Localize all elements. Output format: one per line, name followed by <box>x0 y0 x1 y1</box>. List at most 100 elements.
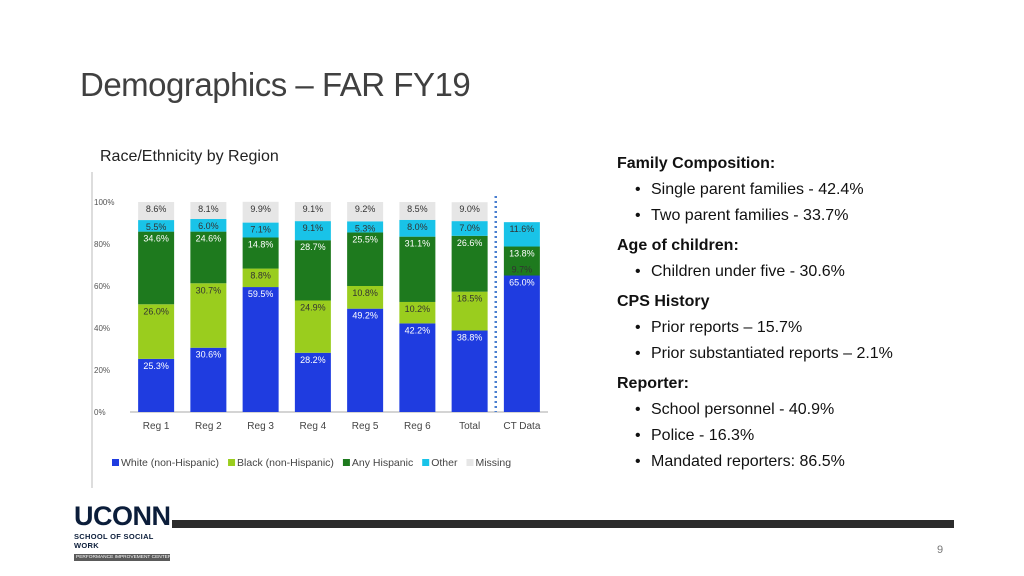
data-label: 28.2% <box>300 355 326 365</box>
x-tick-label: Reg 4 <box>300 421 327 432</box>
bar-segment <box>138 304 175 359</box>
data-label: 9.2% <box>355 204 376 214</box>
list-item: Two parent families - 33.7% <box>635 207 977 225</box>
bar-segment <box>503 222 540 247</box>
data-label: 8.1% <box>198 204 219 214</box>
data-label: 8.8% <box>250 271 271 281</box>
y-tick-label: 40% <box>94 324 110 333</box>
bar-segment <box>294 221 331 241</box>
list-item: Prior substantiated reports – 2.1% <box>635 345 977 363</box>
bar-segment <box>347 232 384 286</box>
logo-center-name: PERFORMANCE IMPROVEMENT CENTER <box>74 554 170 561</box>
stacked-bar-chart: 0% 20% 40% 60% 80% 100% 25.3% 26.0% 34.6% 5.5% 8.6… <box>91 172 548 488</box>
bar-segment <box>294 300 331 353</box>
data-label: 9.1% <box>303 223 324 233</box>
bar-segment <box>399 301 436 324</box>
summary-panel: Family Composition: Single parent famili… <box>617 155 977 471</box>
data-label: 13.8% <box>509 249 535 259</box>
bar-segment <box>347 286 384 309</box>
data-label: 59.5% <box>248 289 274 299</box>
section-heading: CPS History <box>617 293 710 310</box>
bar-segment <box>294 240 331 301</box>
data-label: 30.6% <box>196 350 222 360</box>
bar-segment <box>190 219 227 232</box>
legend-label: White (non-Hispanic) <box>121 457 219 469</box>
footer-divider <box>172 520 954 528</box>
bar-segment <box>451 235 488 292</box>
data-label: 34.6% <box>143 234 169 244</box>
bar-segment <box>242 287 279 412</box>
x-tick-label: Reg 1 <box>143 421 170 432</box>
bar-segment <box>190 202 227 220</box>
bar-segment <box>242 222 279 238</box>
bar-segment <box>503 275 540 412</box>
bar-segment <box>399 219 436 237</box>
bar-segment <box>190 347 227 412</box>
data-label: 7.0% <box>459 223 480 233</box>
data-label: 24.9% <box>300 302 326 312</box>
y-tick-label: 100% <box>94 198 114 207</box>
x-tick-label: Reg 6 <box>404 421 431 432</box>
bar-segment <box>294 202 331 222</box>
logo-wordmark: UCONN <box>74 501 171 531</box>
data-label: 8.0% <box>407 222 428 232</box>
x-tick-label: Reg 5 <box>352 421 379 432</box>
legend-label: Black (non-Hispanic) <box>237 457 334 469</box>
data-label: 25.3% <box>143 361 169 371</box>
legend-swatch <box>112 459 119 466</box>
slide-title: Demographics – FAR FY19 <box>80 66 471 103</box>
data-label: 8.6% <box>146 204 167 214</box>
legend-swatch <box>466 459 474 466</box>
y-tick-label: 60% <box>94 282 110 291</box>
data-label: 24.6% <box>196 234 222 244</box>
page-number: 9 <box>937 544 944 556</box>
list-item: Prior reports – 15.7% <box>635 319 977 337</box>
list-item: Children under five - 30.6% <box>635 263 977 281</box>
data-label: 9.0% <box>459 204 480 214</box>
y-tick-label: 20% <box>94 366 110 375</box>
legend-label: Missing <box>475 457 511 469</box>
data-label: 7.1% <box>250 225 271 235</box>
data-label: 65.0% <box>509 278 535 288</box>
data-label: 8.5% <box>407 204 428 214</box>
x-tick-label: Reg 2 <box>195 421 222 432</box>
legend-swatch <box>228 459 236 466</box>
uconn-logo: UCONN SCHOOL OF SOCIAL WORK PERFORMANCE … <box>74 501 171 561</box>
list-item: Single parent families - 42.4% <box>635 181 977 199</box>
bar-segment <box>294 352 331 412</box>
bar-segment <box>138 220 175 232</box>
data-label: 11.6% <box>509 224 534 234</box>
data-label: 10.8% <box>352 288 378 298</box>
section-reporter: Reporter: School personnel - 40.9% Polic… <box>617 375 977 471</box>
data-label: 26.6% <box>457 238 483 248</box>
bar-segment <box>347 202 384 222</box>
bar-segment <box>399 236 436 302</box>
section-heading: Age of children: <box>617 237 739 254</box>
bar-segment <box>347 221 384 233</box>
data-label: 14.8% <box>248 239 274 249</box>
bar-segment <box>347 308 384 412</box>
data-label: 9.9% <box>250 204 271 214</box>
y-tick-label: 0% <box>94 408 106 417</box>
data-label: 9.7% <box>512 265 533 275</box>
section-cps: CPS History Prior reports – 15.7% Prior … <box>617 293 977 363</box>
data-label: 5.5% <box>146 222 167 232</box>
bar-segment <box>451 221 488 236</box>
bar-segment <box>190 283 227 348</box>
bar-segment <box>451 202 488 222</box>
section-age: Age of children: Children under five - 3… <box>617 237 977 281</box>
bar-segment <box>399 202 436 220</box>
data-label: 28.7% <box>300 242 326 252</box>
data-label: 9.1% <box>303 204 324 214</box>
legend-swatch <box>422 459 430 466</box>
data-label: 5.3% <box>355 223 376 233</box>
bar-segment <box>451 330 488 412</box>
data-label: 25.5% <box>352 234 378 244</box>
list-item: Mandated reporters: 86.5% <box>635 453 977 471</box>
bar-segment <box>242 201 279 223</box>
x-tick-label: Total <box>459 421 480 432</box>
x-tick-label: CT Data <box>503 421 540 432</box>
section-heading: Reporter: <box>617 375 690 392</box>
y-tick-label: 80% <box>94 240 110 249</box>
data-label: 31.1% <box>405 239 431 249</box>
